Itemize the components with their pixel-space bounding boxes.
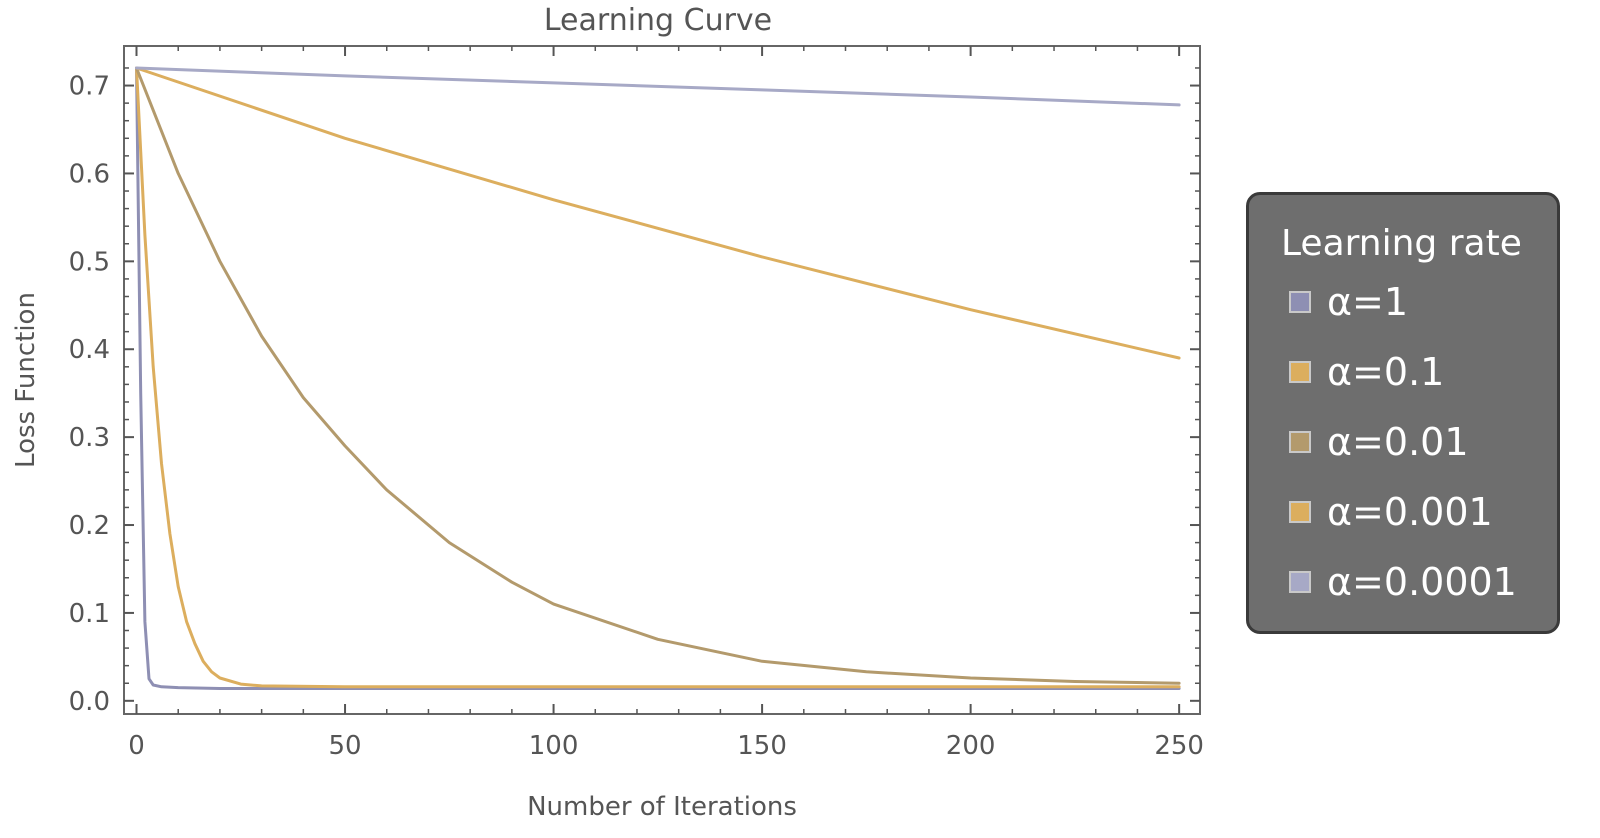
legend-entry-alpha-0.0001: α=0.0001	[1289, 557, 1517, 607]
legend-swatch	[1289, 431, 1311, 453]
legend-label: α=0.01	[1327, 420, 1469, 464]
x-tick-label: 150	[737, 731, 787, 761]
legend-entry-alpha-1: α=1	[1289, 277, 1408, 327]
x-tick-label: 200	[946, 731, 996, 761]
series-line-4	[135, 66, 1181, 360]
y-tick-label: 0.6	[69, 159, 110, 189]
legend-label: α=0.1	[1327, 350, 1445, 394]
x-tick-label: 50	[328, 731, 361, 761]
legend-entry-alpha-0.1: α=0.1	[1289, 347, 1444, 397]
y-tick-label: 0.4	[69, 335, 110, 365]
legend-label: α=0.0001	[1327, 560, 1517, 604]
y-tick-label: 0.1	[69, 599, 110, 629]
y-axis-label: Loss Function	[11, 292, 41, 468]
legend-label: α=1	[1327, 280, 1409, 324]
axis-ticks: 0 50 100 150 200 250 0.0 0.1 0.2 0.3 0.4 0.5 0.6 0.7	[69, 46, 1204, 761]
legend-entry-alpha-0.01: α=0.01	[1289, 417, 1469, 467]
series-line-3	[135, 66, 1181, 685]
legend-swatch	[1289, 361, 1311, 383]
legend-label: α=0.001	[1327, 490, 1493, 534]
series-line-5	[135, 66, 1181, 107]
x-tick-label: 250	[1154, 731, 1204, 761]
legend-title: Learning rate	[1281, 223, 1522, 264]
legend-entry-alpha-0.001: α=0.001	[1289, 487, 1493, 537]
y-tick-label: 0.7	[69, 72, 110, 102]
x-axis-label: Number of Iterations	[527, 792, 797, 822]
legend-swatch	[1289, 571, 1311, 593]
plot-frame	[123, 45, 1201, 715]
chart-title: Learning Curve	[544, 3, 772, 38]
series-line-1	[135, 66, 1181, 690]
y-tick-label: 0.5	[69, 247, 110, 277]
legend-swatch	[1289, 501, 1311, 523]
legend: Learning rate α=1 α=0.1 α=0.01 α=0.001 α…	[1246, 192, 1560, 634]
y-tick-label: 0.0	[69, 687, 110, 717]
x-tick-label: 0	[128, 731, 145, 761]
legend-swatch	[1289, 291, 1311, 313]
x-tick-label: 100	[529, 731, 579, 761]
y-tick-label: 0.3	[69, 423, 110, 453]
series-line-2	[135, 66, 1181, 689]
series-lines	[135, 66, 1181, 690]
y-tick-label: 0.2	[69, 511, 110, 541]
